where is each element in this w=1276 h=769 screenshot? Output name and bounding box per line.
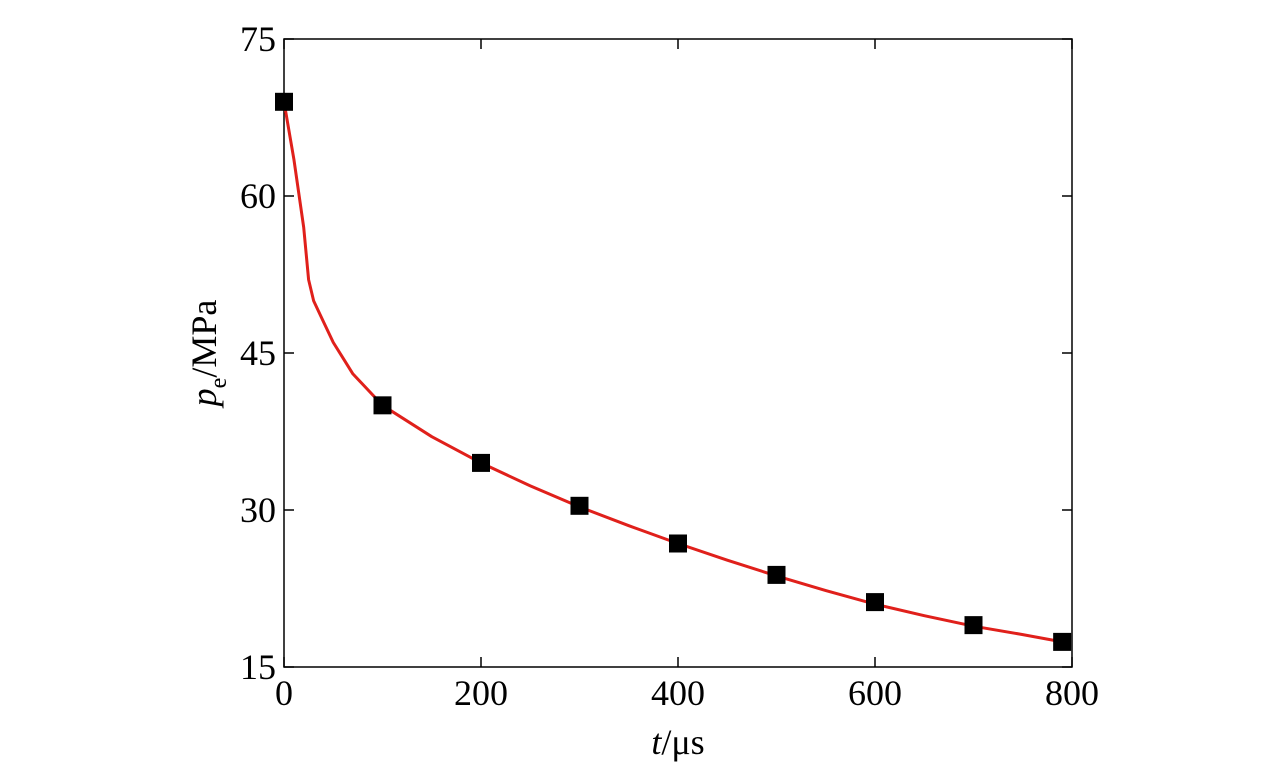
data-point: [373, 396, 392, 415]
y-axis-label: pe/MPa: [184, 300, 232, 410]
y-tick-label: 60: [240, 176, 276, 216]
data-point: [570, 496, 589, 515]
x-axis-label: t/μs: [651, 722, 704, 762]
y-tick-label: 75: [240, 19, 276, 59]
data-point: [767, 565, 786, 584]
y-tick-label: 30: [240, 490, 276, 530]
tick-labels: 0 200 400 600 800 15 30 45 60 75: [240, 19, 1099, 713]
series-line-0: [282, 100, 1064, 644]
x-tick-label: 800: [1045, 673, 1099, 713]
axis-ticks: [283, 38, 1073, 668]
series-group: [275, 92, 1072, 651]
x-tick-label: 400: [651, 673, 705, 713]
x-tick-label: 0: [275, 673, 293, 713]
data-point: [275, 92, 293, 111]
data-point: [866, 593, 884, 612]
y-tick-label: 15: [240, 647, 276, 687]
data-point: [1053, 632, 1072, 651]
x-tick-label: 200: [454, 673, 508, 713]
y-tick-label: 45: [240, 333, 276, 373]
data-point: [669, 534, 687, 553]
x-tick-label: 600: [848, 673, 902, 713]
plot-frame: [283, 38, 1073, 668]
data-point: [472, 453, 490, 472]
data-point: [964, 616, 983, 635]
